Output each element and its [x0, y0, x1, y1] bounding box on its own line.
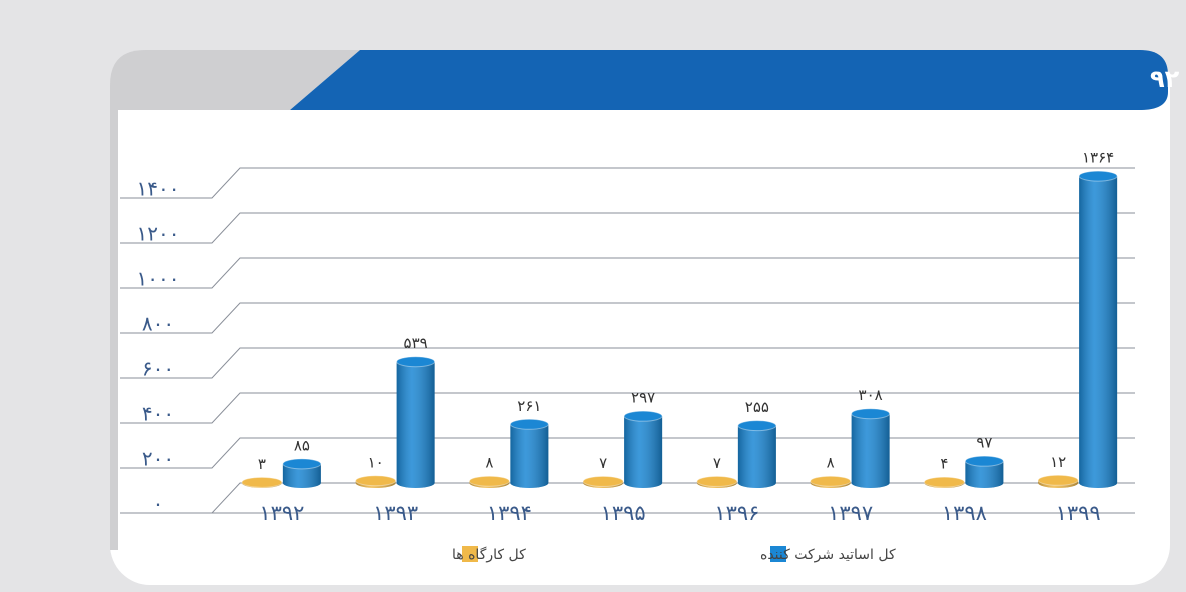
x-tick-label: ۱۳۹۲: [259, 501, 304, 525]
value-label: ۸: [485, 454, 493, 472]
value-label: ۳۰۸: [859, 386, 883, 404]
bar-shade: [624, 416, 662, 488]
value-label: ۲۶۱: [517, 397, 541, 415]
bar-cap: [738, 421, 776, 431]
value-label: ۱۰: [368, 453, 384, 471]
x-tick-label: ۱۳۹۶: [714, 501, 759, 525]
title-banner: [290, 50, 1168, 110]
bar-shade: [738, 426, 776, 488]
x-tick-label: ۱۳۹۵: [601, 501, 646, 525]
bar-cap: [583, 476, 623, 486]
bar-cap: [624, 411, 662, 421]
bar-cap: [397, 357, 435, 367]
x-tick-label: ۱۳۹۷: [828, 501, 873, 525]
page: {"chart_data": {"type": "bar", "title": …: [0, 0, 1186, 592]
x-tick-label: ۱۳۹۳: [373, 501, 418, 525]
bar-cap: [283, 459, 321, 469]
chart: تعداد کل اساتید شرکت کننده و کل کارگاه ه…: [0, 0, 1186, 592]
bar-cap: [697, 476, 737, 486]
value-label: ۱۲: [1050, 453, 1066, 471]
bar-cap: [852, 409, 890, 419]
y-tick-label: ۱۲۰۰: [137, 222, 180, 246]
bar-cap: [1079, 171, 1117, 181]
legend-label: کل اساتید شرکت کننده: [760, 547, 896, 563]
y-tick-label: ۴۰۰: [142, 402, 174, 426]
bar-cap: [242, 477, 282, 487]
bar-shade: [510, 424, 548, 488]
value-label: ۹۷: [976, 434, 992, 452]
value-label: ۱۳۶۴: [1082, 149, 1114, 167]
value-label: ۷: [599, 454, 607, 472]
y-tick-label: ۸۰۰: [142, 312, 174, 336]
chart-title: تعداد کل اساتید شرکت کننده و کل کارگاه ه…: [1150, 65, 1186, 93]
bar-shade: [852, 414, 890, 488]
bar-cap: [965, 456, 1003, 466]
legend-label: کل کارگاه ها: [452, 546, 526, 563]
y-tick-label: ۲۰۰: [142, 447, 174, 471]
x-tick-label: ۱۳۹۸: [942, 501, 987, 525]
bar-cap: [510, 419, 548, 429]
panel-edge: [110, 110, 118, 550]
bar-shade: [1079, 176, 1117, 488]
y-tick-label: ۰: [153, 492, 164, 516]
value-label: ۸۵: [294, 436, 310, 454]
value-label: ۸: [827, 454, 835, 472]
bar-cap: [811, 476, 851, 486]
bar-shade: [397, 362, 435, 488]
y-tick-label: ۱۰۰۰: [137, 267, 180, 291]
x-tick-label: ۱۳۹۴: [487, 501, 532, 525]
y-tick-label: ۶۰۰: [142, 357, 174, 381]
value-label: ۲۹۷: [631, 389, 655, 407]
value-label: ۲۵۵: [745, 398, 769, 416]
bar-cap: [924, 477, 964, 487]
value-label: ۳: [258, 455, 266, 473]
x-tick-label: ۱۳۹۹: [1056, 501, 1101, 525]
value-label: ۴: [940, 455, 948, 473]
value-label: ۷: [713, 454, 721, 472]
bar-cap: [1038, 475, 1078, 485]
value-label: ۵۳۹: [404, 334, 428, 352]
y-tick-label: ۱۴۰۰: [137, 177, 180, 201]
bar-cap: [469, 476, 509, 486]
bar-cap: [356, 476, 396, 486]
